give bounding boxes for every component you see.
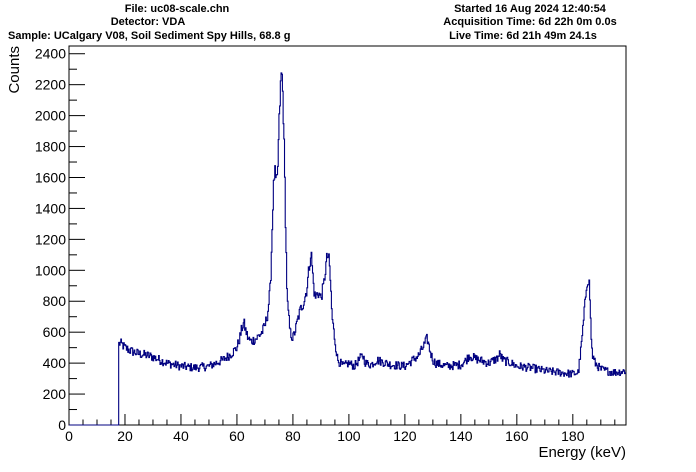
- x-tick-label: 180: [561, 428, 585, 444]
- x-tick-label: 120: [393, 428, 417, 444]
- x-tick-label: 20: [117, 428, 133, 444]
- header-file: File: uc08-scale.chn: [124, 3, 230, 15]
- y-tick-label: 2200: [35, 77, 66, 93]
- plot-frame-box: [68, 45, 627, 426]
- y-tick-label: 0: [58, 417, 66, 433]
- y-tick-label: 1400: [35, 200, 66, 216]
- header-live-time: Live Time: 6d 21h 49m 24.1s: [449, 30, 597, 42]
- plot-frame: [68, 45, 627, 426]
- x-tick-label: 140: [449, 428, 473, 444]
- y-tick-label: 1800: [35, 139, 66, 155]
- header-sample: Sample: UCalgary V08, Soil Sediment Spy …: [8, 30, 291, 42]
- x-axis-title: Energy (keV): [538, 444, 626, 461]
- y-tick-label: 800: [43, 293, 67, 309]
- x-tick-label: 60: [229, 428, 245, 444]
- x-tick-label: 0: [65, 428, 73, 444]
- y-tick-label: 600: [43, 324, 67, 340]
- y-tick-label: 2400: [35, 46, 66, 62]
- series-layer: [69, 72, 626, 426]
- header-detector: Detector: VDA: [110, 16, 186, 28]
- y-tick-label: 1000: [35, 262, 66, 278]
- y-axis-title: Counts: [6, 46, 23, 94]
- y-tick-label: 1600: [35, 169, 66, 185]
- spectrum-series-line: [69, 72, 626, 426]
- x-tick-labels: 0 20 40 60 80 100 120 140 160 180: [65, 428, 585, 444]
- y-tick-label: 2000: [35, 108, 66, 124]
- y-tick-label: 200: [43, 386, 67, 402]
- x-tick-label: 40: [173, 428, 189, 444]
- header-started: Started 16 Aug 2024 12:40:54: [454, 3, 606, 15]
- x-tick-label: 160: [505, 428, 529, 444]
- y-tick-labels: 0 200 400 600 800 1000 1200 1400 1600 1800 2000 220…: [35, 46, 66, 433]
- axis-ticks: [68, 53, 616, 426]
- y-tick-label: 1200: [35, 231, 66, 247]
- x-tick-label: 100: [337, 428, 361, 444]
- header-acquisition-time: Acquisition Time: 6d 22h 0m 0.0s: [443, 16, 617, 28]
- y-tick-label: 400: [43, 355, 67, 371]
- x-tick-label: 80: [285, 428, 301, 444]
